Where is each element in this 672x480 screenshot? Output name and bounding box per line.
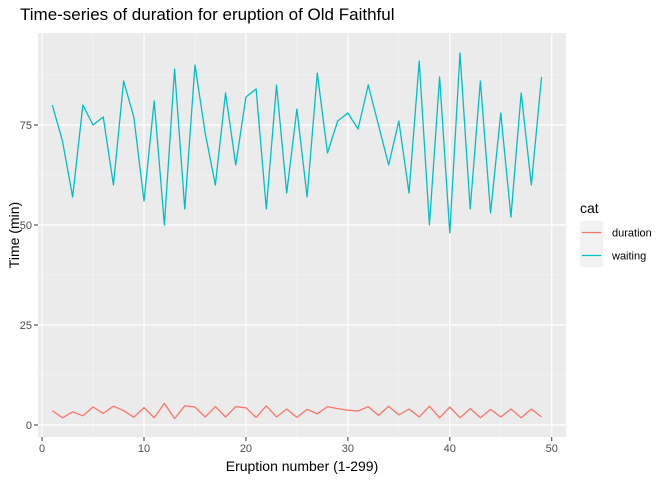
y-tick-label: 75 [20, 120, 32, 132]
legend-title: cat [580, 200, 599, 216]
series-layer [51, 52, 543, 420]
legend-label-waiting: waiting [611, 251, 646, 263]
y-tick-label: 0 [26, 420, 32, 432]
x-tick-label: 0 [39, 443, 45, 455]
y-tick-label: 50 [20, 220, 32, 232]
series-line-waiting [51, 52, 543, 234]
y-axis-ticks: 0 25 50 75 [20, 120, 38, 432]
y-tick-label: 25 [20, 320, 32, 332]
y-axis-title: Time (min) [6, 202, 22, 268]
x-axis-ticks: 0 10 20 30 40 50 [39, 437, 558, 455]
chart-title: Time-series of duration for eruption of … [20, 5, 394, 24]
x-tick-label: 50 [546, 443, 558, 455]
legend: cat duration waiting [580, 200, 652, 267]
series-line-duration [51, 402, 542, 420]
x-tick-label: 10 [138, 443, 150, 455]
x-axis-title: Eruption number (1-299) [226, 458, 379, 474]
x-tick-label: 20 [240, 443, 252, 455]
plot-panel [38, 33, 566, 437]
x-tick-label: 40 [444, 443, 456, 455]
grid-minor [38, 33, 566, 437]
x-tick-label: 30 [342, 443, 354, 455]
legend-label-duration: duration [612, 228, 652, 240]
